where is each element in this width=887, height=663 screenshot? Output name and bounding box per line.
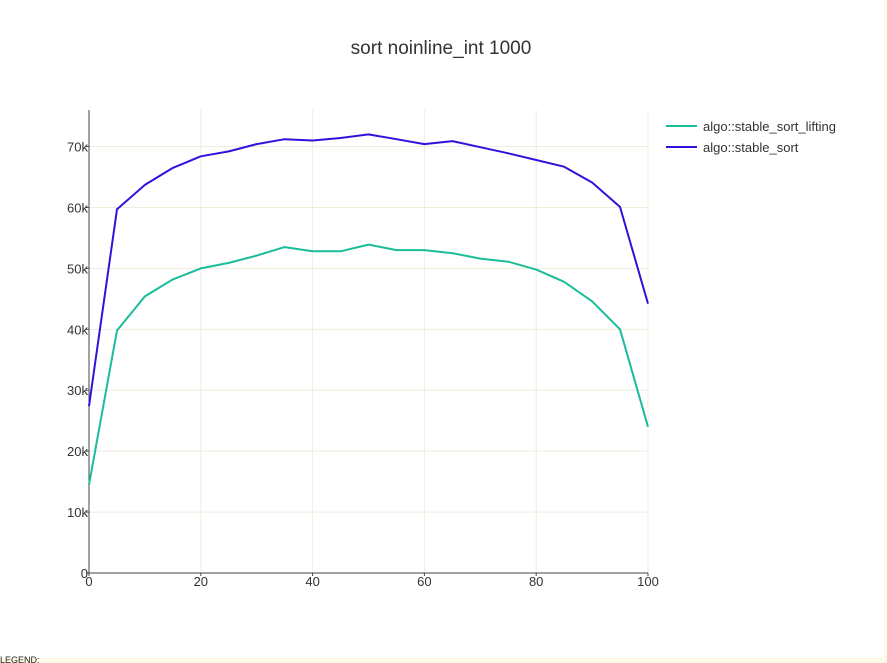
legend-label: algo::stable_sort_lifting — [703, 119, 836, 134]
x-tick-label: 20 — [194, 574, 208, 589]
legend-item[interactable]: algo::stable_sort_lifting — [666, 119, 836, 134]
stray-footer-text: LEGEND: — [0, 656, 40, 663]
legend-item[interactable]: algo::stable_sort — [666, 140, 799, 155]
y-tick-label: 20k — [67, 444, 88, 459]
x-tick-label: 80 — [529, 574, 543, 589]
y-tick-label: 60k — [67, 200, 88, 215]
x-tick-label: 60 — [417, 574, 431, 589]
x-tick-label: 0 — [85, 574, 92, 589]
series-layer — [88, 133, 649, 485]
legend-label: algo::stable_sort — [703, 140, 799, 155]
legend[interactable]: algo::stable_sort_liftingalgo::stable_so… — [666, 119, 836, 155]
y-tick-label: 0 — [81, 566, 88, 581]
x-tick-label: 100 — [637, 574, 659, 589]
chart-title: sort noinline_int 1000 — [351, 38, 532, 59]
y-tick-label: 40k — [67, 322, 88, 337]
grid-layer — [89, 110, 649, 573]
axes-layer: 0 20 40 60 80 100 0 10k 20k 30k 40k 50k 60k 70k — [67, 110, 659, 589]
y-tick-label: 50k — [67, 261, 88, 276]
series-line-2 — [88, 133, 649, 407]
y-tick-label: 30k — [67, 383, 88, 398]
series-line-1 — [88, 243, 649, 485]
y-tick-label: 10k — [67, 505, 88, 520]
x-tick-label: 40 — [305, 574, 319, 589]
y-tick-label: 70k — [67, 140, 88, 155]
